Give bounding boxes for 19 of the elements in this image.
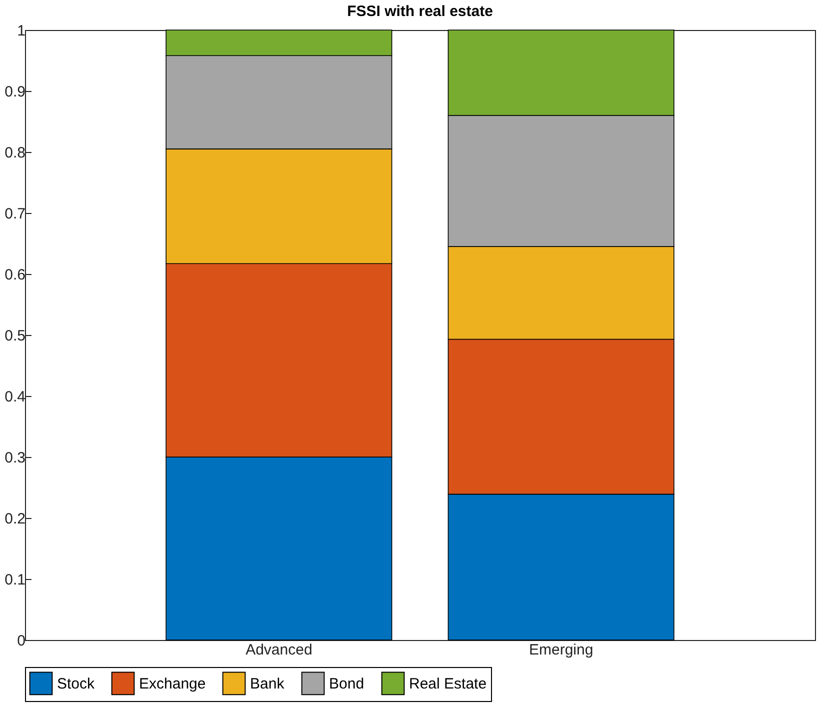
legend-label: Real Estate	[409, 675, 487, 692]
legend-label: Bond	[329, 675, 364, 692]
y-tick-label: 0.5	[4, 328, 26, 344]
chart-title: FSSI with real estate	[347, 3, 493, 20]
y-tick-label: 0.6	[4, 266, 26, 284]
x-tick-label: Advanced	[246, 642, 312, 658]
y-tick-label: 0.2	[4, 510, 26, 528]
y-tick-label: 0.8	[4, 144, 26, 162]
x-tick-label: Emerging	[528, 642, 594, 658]
y-tick-label: 0	[17, 632, 26, 650]
y-tick-label: 0.1	[4, 572, 26, 588]
legend-label: Stock	[57, 675, 96, 692]
y-tick-label: 0.4	[4, 388, 26, 406]
legend-label: Bank	[250, 675, 285, 692]
y-tick-label: 1	[17, 22, 26, 40]
y-tick-label: 0.7	[4, 206, 26, 222]
y-tick-label: 0.9	[4, 84, 26, 100]
y-tick-label: 0.3	[4, 450, 26, 466]
legend-label: Exchange	[139, 675, 206, 692]
